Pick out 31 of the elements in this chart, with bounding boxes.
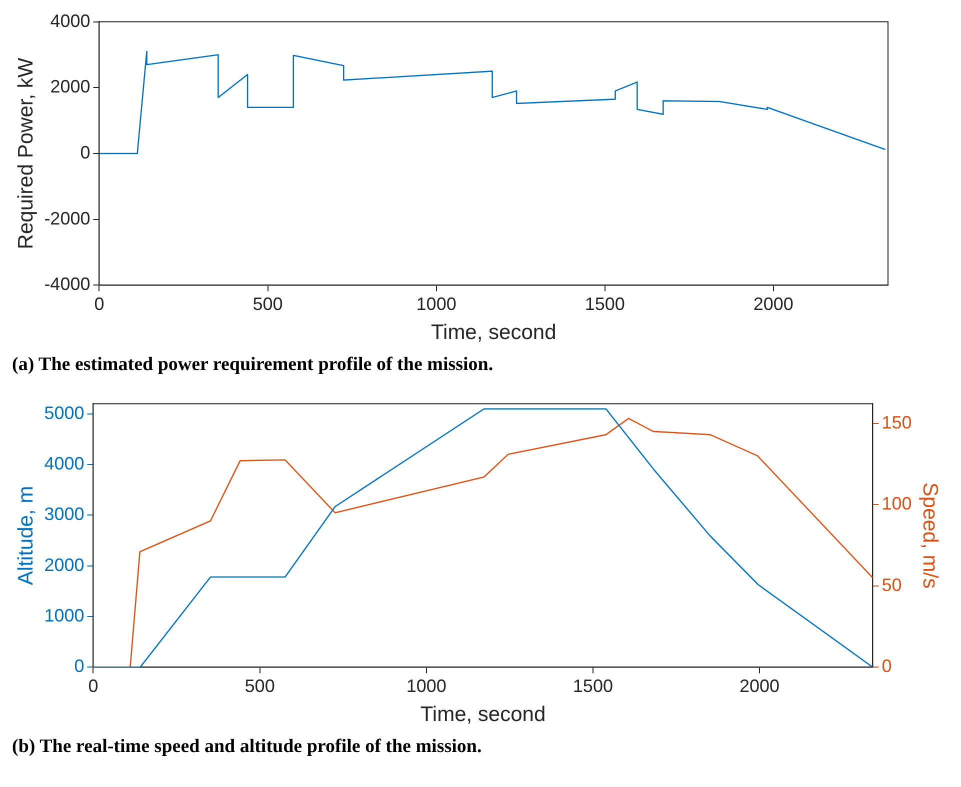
y-axis-title: Required Power, kW	[14, 58, 38, 250]
y-axis-title: Altitude, m	[14, 486, 38, 586]
y-tick-label: 5000	[44, 402, 84, 423]
y2-axis-title: Speed, m/s	[918, 482, 942, 589]
y2-tick-label: 50	[882, 574, 902, 595]
y2-tick-label: 100	[882, 494, 912, 514]
y-tick-label: 0	[80, 142, 90, 162]
y-tick-label: 2000	[50, 76, 90, 97]
x-tick-label: 1000	[406, 676, 446, 696]
y2-tick-label: 0	[882, 656, 892, 676]
text: (a) The estimated power requirement profile of the mission.	[12, 354, 494, 376]
y-tick-label: 4000	[50, 10, 90, 31]
x-tick-label: 1000	[416, 294, 456, 314]
x-axis-title: Time, second	[420, 703, 546, 726]
text: (b) The real-time speed and altitude profile of the mission.	[12, 736, 483, 758]
y-tick-label: 3000	[44, 504, 84, 524]
x-tick-label: 1500	[584, 294, 625, 314]
x-tick-label: 0	[94, 294, 104, 314]
y2-tick-label: 150	[882, 412, 912, 432]
y-tick-label: 1000	[44, 606, 84, 626]
x-tick-label: 1500	[572, 676, 613, 696]
y-tick-label: 0	[74, 656, 84, 676]
y-tick-label: -4000	[44, 274, 90, 294]
y-tick-label: 4000	[44, 454, 84, 474]
x-axis-title: Time, second	[430, 321, 556, 344]
x-tick-label: 2000	[753, 294, 794, 314]
x-tick-label: 500	[252, 294, 283, 314]
y-tick-label: 2000	[44, 554, 84, 575]
x-tick-label: 500	[244, 676, 275, 696]
y-tick-label: -2000	[44, 208, 90, 228]
x-tick-label: 2000	[739, 676, 780, 696]
